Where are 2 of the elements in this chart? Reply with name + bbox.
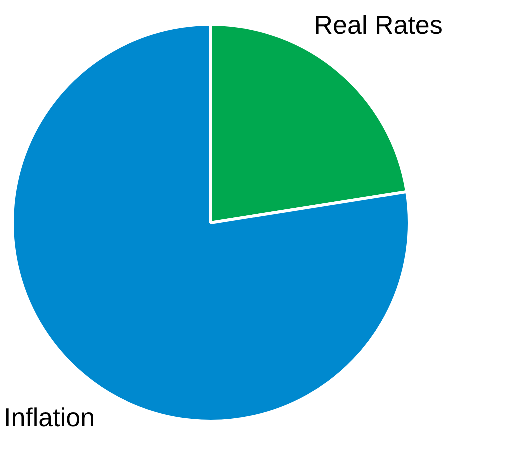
slice-label: Real Rates xyxy=(314,10,443,40)
slice-label: Inflation xyxy=(4,402,96,432)
